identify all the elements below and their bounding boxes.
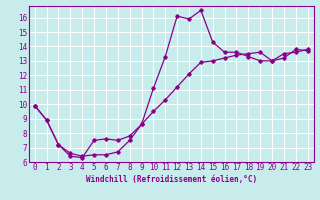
X-axis label: Windchill (Refroidissement éolien,°C): Windchill (Refroidissement éolien,°C) xyxy=(86,175,257,184)
